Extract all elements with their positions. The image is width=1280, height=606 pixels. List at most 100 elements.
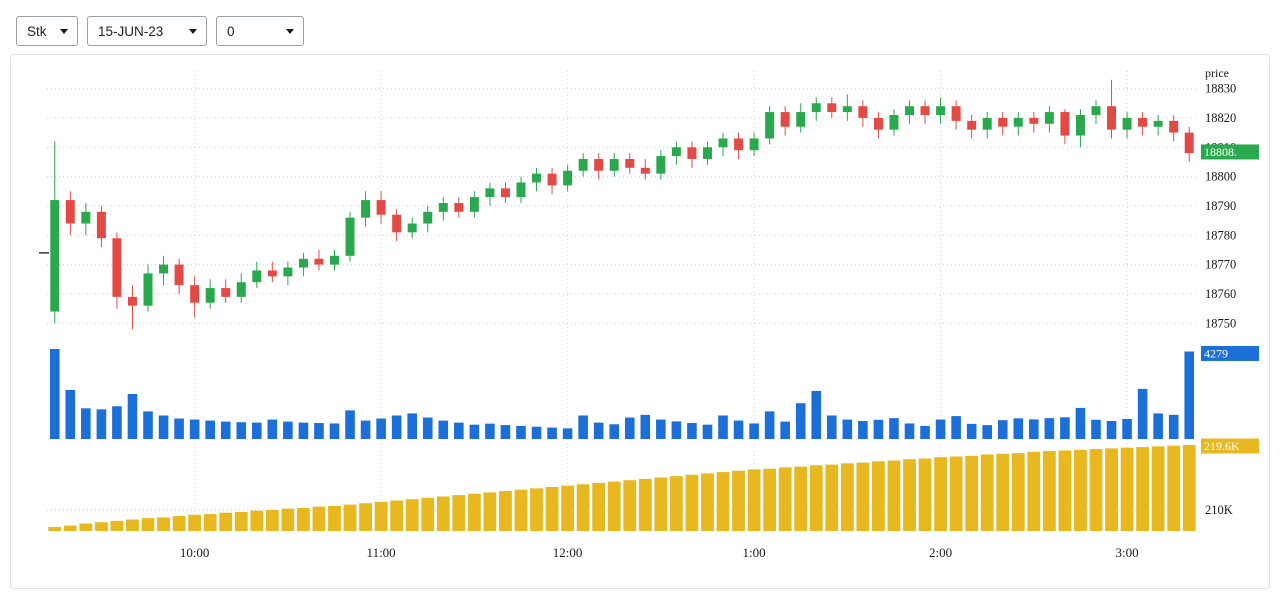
yellow-bar (234, 512, 248, 531)
volume-bar (81, 408, 91, 439)
candle (1138, 117, 1148, 127)
candle (361, 200, 371, 218)
volume-bar (687, 423, 697, 439)
yellow-bar (483, 492, 497, 531)
volume-bar (1168, 414, 1179, 439)
volume-bar (376, 418, 386, 439)
yellow-bar (436, 496, 450, 531)
volume-bar (873, 419, 884, 439)
candle (749, 138, 759, 151)
yellow-bar (94, 522, 108, 531)
volume-bar (205, 420, 215, 439)
candle (905, 106, 914, 115)
yellow-bar (996, 453, 1010, 531)
volume-bar (314, 423, 324, 439)
volume-bar (422, 417, 433, 439)
volume-bar (1013, 418, 1024, 439)
volume-bar (842, 419, 853, 439)
volume-bar (966, 423, 977, 439)
candle (1122, 117, 1132, 130)
yellow-bar (1074, 449, 1087, 531)
yellow-bar (514, 489, 528, 531)
yellow-bar (452, 495, 466, 531)
yellow-bar (219, 512, 233, 531)
yellow-bar (669, 476, 683, 531)
candle (174, 264, 184, 286)
candle (1091, 106, 1101, 115)
candlestick-volume-chart[interactable]: 10:00 11:00 12:00 1:00 2:00 3:00 18830 18820 188… (19, 63, 1261, 575)
strike-select-value: 0 (227, 23, 235, 39)
volume-bar (1184, 351, 1195, 439)
candle (702, 147, 712, 159)
yellow-bar (1105, 448, 1118, 531)
candle (858, 106, 868, 118)
candle (594, 159, 604, 171)
candle (609, 159, 619, 171)
candle (1184, 132, 1194, 154)
yellow-bar (887, 460, 901, 531)
volume-bar (469, 424, 480, 439)
expiry-select-value: 15-JUN-23 (98, 23, 164, 39)
candle (982, 117, 992, 130)
volume-bar (951, 416, 961, 439)
volume-bar (454, 422, 464, 439)
yellow-bar (203, 514, 217, 531)
yellow-bar (918, 458, 932, 531)
candle (1060, 112, 1070, 136)
volume-bar (391, 415, 402, 439)
yellow-bar (576, 484, 590, 531)
candle (1029, 117, 1039, 124)
volume-bar (174, 418, 184, 439)
yellow-bar (467, 493, 481, 531)
yellow-bar (685, 474, 699, 531)
candle (811, 103, 821, 113)
time-axis-label: 10:00 (180, 545, 210, 560)
yellow-bar (701, 473, 714, 531)
candle (392, 214, 402, 233)
candle (796, 112, 806, 127)
candle (532, 173, 542, 183)
yellow-bar (561, 485, 575, 531)
candle (889, 115, 899, 130)
volume-bar (345, 410, 355, 439)
volume-bar (189, 419, 200, 439)
volume-bar (624, 417, 635, 439)
candle (127, 296, 137, 306)
volume-bar (360, 420, 371, 439)
volume-bar (1060, 417, 1070, 439)
volume-bar (609, 424, 620, 439)
volume-bar (500, 425, 511, 439)
volume-bar (127, 394, 138, 439)
chevron-down-icon (189, 28, 197, 34)
expiry-select[interactable]: 15-JUN-23 (87, 16, 207, 46)
yellow-tag: 219.6K (1204, 439, 1240, 453)
volume-bar (267, 419, 278, 439)
yellow-bar (545, 486, 559, 531)
candle (500, 188, 510, 198)
volume-bar (1122, 418, 1132, 439)
volume-bar (531, 426, 542, 439)
yellow-bar (1089, 449, 1103, 531)
yellow-bar (607, 481, 621, 531)
volume-bar (593, 422, 604, 439)
volume-bar (562, 428, 573, 439)
volume-bar (718, 415, 728, 439)
candle (516, 182, 526, 198)
yellow-bar (141, 518, 155, 531)
strike-select[interactable]: 0 (216, 16, 304, 46)
yellow-bar (126, 519, 139, 531)
yellow-bar (421, 497, 435, 531)
volume-bar (1106, 421, 1117, 439)
candle (159, 264, 169, 274)
instrument-select[interactable]: Stk (16, 16, 78, 46)
volume-bar (251, 422, 262, 439)
candle (967, 120, 977, 130)
volume-bar (143, 411, 153, 439)
chevron-down-icon (60, 28, 68, 34)
yellow-tick-label: 210K (1205, 503, 1233, 517)
candle (190, 285, 200, 303)
volume-bar (578, 415, 588, 439)
yellow-bar (312, 506, 326, 531)
volume-bar (656, 419, 666, 439)
last-price-tag-bg (1201, 144, 1259, 160)
